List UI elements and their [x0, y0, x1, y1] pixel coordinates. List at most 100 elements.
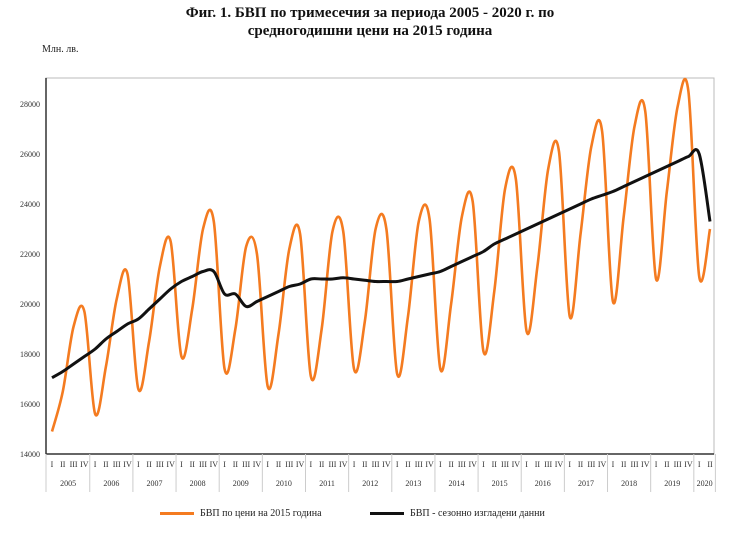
quarter-label: I — [223, 460, 226, 469]
quarter-label: III — [458, 460, 466, 469]
quarter-label: III — [630, 460, 638, 469]
quarter-label: III — [587, 460, 595, 469]
year-label: 2015 — [492, 479, 508, 488]
quarter-label: IV — [425, 460, 434, 469]
y-tick-label: 14000 — [20, 450, 40, 459]
quarter-label: III — [501, 460, 509, 469]
year-label: 2005 — [60, 479, 76, 488]
quarter-label: I — [568, 460, 571, 469]
quarter-label: II — [492, 460, 498, 469]
y-tick-label: 28000 — [20, 100, 40, 109]
quarter-label: II — [190, 460, 196, 469]
year-label: 2018 — [621, 479, 637, 488]
quarter-label: IV — [253, 460, 262, 469]
quarter-label: II — [664, 460, 670, 469]
quarter-label: I — [698, 460, 701, 469]
title-line-2: средногодишни цени на 2015 година — [247, 23, 493, 39]
legend-swatch-black — [370, 512, 404, 515]
quarter-label: II — [362, 460, 368, 469]
y-tick-label: 26000 — [20, 150, 40, 159]
quarter-label: I — [439, 460, 442, 469]
quarter-label: IV — [684, 460, 693, 469]
quarter-label: IV — [123, 460, 132, 469]
quarter-label: I — [655, 460, 658, 469]
quarter-label: II — [233, 460, 239, 469]
quarter-label: III — [328, 460, 336, 469]
legend-item-black: БВП - сезонно изгладени данни — [370, 508, 545, 519]
quarter-label: II — [621, 460, 627, 469]
quarter-label: I — [310, 460, 313, 469]
quarter-label: I — [180, 460, 183, 469]
quarter-label: I — [353, 460, 356, 469]
year-label: 2020 — [697, 479, 713, 488]
quarter-label: II — [103, 460, 109, 469]
quarter-label: II — [535, 460, 541, 469]
quarter-label: III — [674, 460, 682, 469]
year-label: 2014 — [449, 479, 465, 488]
legend-label: БВП по цени на 2015 година — [200, 508, 322, 519]
y-tick-label: 18000 — [20, 350, 40, 359]
quarter-label: IV — [641, 460, 650, 469]
quarter-label: I — [612, 460, 615, 469]
quarter-label: II — [276, 460, 282, 469]
quarter-label: III — [199, 460, 207, 469]
series-line-gdp-seasonally-adjusted — [51, 148, 712, 380]
quarter-label: I — [51, 460, 54, 469]
year-label: 2008 — [190, 479, 206, 488]
quarter-label: IV — [80, 460, 89, 469]
quarter-label: III — [70, 460, 78, 469]
year-label: 2017 — [578, 479, 594, 488]
quarter-label: I — [94, 460, 97, 469]
y-tick-label: 24000 — [20, 200, 40, 209]
year-label: 2012 — [362, 479, 378, 488]
legend-swatch-orange — [160, 512, 194, 515]
quarter-label: IV — [468, 460, 477, 469]
year-label: 2011 — [319, 479, 335, 488]
year-label: 2009 — [233, 479, 249, 488]
quarter-label: IV — [598, 460, 607, 469]
quarter-label: II — [405, 460, 411, 469]
plot-frame — [45, 77, 715, 455]
quarter-label: III — [372, 460, 380, 469]
quarter-label: I — [137, 460, 140, 469]
quarter-label: II — [146, 460, 152, 469]
quarter-label: I — [525, 460, 528, 469]
quarter-label: II — [319, 460, 325, 469]
y-tick-label: 22000 — [20, 250, 40, 259]
chart-title: Фиг. 1. БВП по тримесечия за периода 200… — [0, 4, 740, 40]
quarter-label: III — [156, 460, 164, 469]
year-label: 2006 — [103, 479, 119, 488]
quarter-label: II — [448, 460, 454, 469]
quarter-label: IV — [339, 460, 348, 469]
quarter-label: I — [266, 460, 269, 469]
year-label: 2007 — [146, 479, 162, 488]
quarter-label: IV — [512, 460, 521, 469]
quarter-label: IV — [555, 460, 564, 469]
quarter-label: II — [60, 460, 66, 469]
quarter-label: IV — [166, 460, 175, 469]
quarter-label: III — [242, 460, 250, 469]
quarter-label: II — [707, 460, 713, 469]
legend-label: БВП - сезонно изгладени данни — [410, 508, 545, 519]
quarter-label: III — [544, 460, 552, 469]
quarter-label: III — [285, 460, 293, 469]
year-label: 2010 — [276, 479, 292, 488]
quarter-label: IV — [210, 460, 219, 469]
quarter-label: II — [578, 460, 584, 469]
year-label: 2013 — [405, 479, 421, 488]
quarter-label: I — [482, 460, 485, 469]
legend-item-orange: БВП по цени на 2015 година — [160, 508, 322, 519]
quarter-label: III — [415, 460, 423, 469]
quarter-label: I — [396, 460, 399, 469]
title-line-1: Фиг. 1. БВП по тримесечия за периода 200… — [185, 5, 555, 21]
quarter-label: III — [113, 460, 121, 469]
year-label: 2016 — [535, 479, 551, 488]
quarter-label: IV — [382, 460, 391, 469]
y-tick-label: 16000 — [20, 400, 40, 409]
series-line-gdp-2015-prices — [50, 77, 712, 432]
y-tick-label: 20000 — [20, 300, 40, 309]
quarter-label: IV — [296, 460, 305, 469]
year-label: 2019 — [664, 479, 680, 488]
y-axis-unit: Млн. лв. — [42, 44, 79, 55]
